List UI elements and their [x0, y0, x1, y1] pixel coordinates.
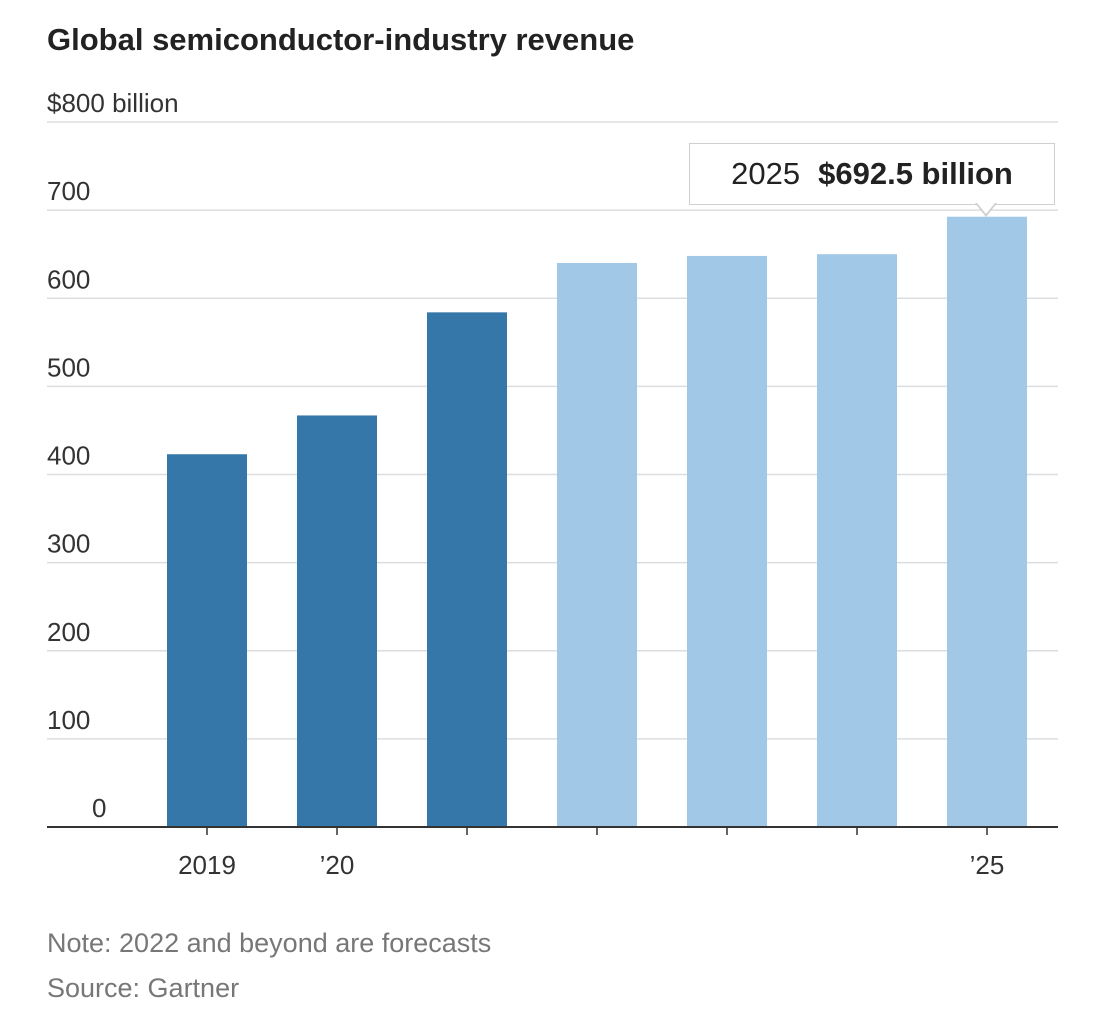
callout-year: 2025	[731, 156, 801, 191]
bar-2020	[297, 415, 377, 827]
y-tick-label: 600	[47, 264, 90, 294]
y-tick-label: 300	[47, 529, 90, 559]
bar-2024	[817, 254, 897, 827]
callout-pointer-fill	[977, 203, 995, 214]
bar-chart: 0 100 200 300 400 500 600 700 $800 billion 2019 ’…	[47, 88, 1058, 880]
y-axis-labels: 0 100 200 300 400 500 600 700 $800 billion	[47, 88, 179, 823]
chart-source: Source: Gartner	[47, 973, 240, 1003]
bar-2019	[167, 454, 247, 827]
x-tick-label: ’20	[320, 850, 355, 880]
x-axis: 2019 ’20 ’25	[47, 826, 1058, 880]
y-tick-label: 100	[47, 705, 90, 735]
callout-value: $692.5 billion	[818, 156, 1013, 191]
chart-note: Note: 2022 and beyond are forecasts	[47, 928, 492, 958]
x-tick-label: 2019	[178, 850, 236, 880]
y-tick-label: 200	[47, 617, 90, 647]
chart-title: Global semiconductor-industry revenue	[47, 22, 635, 57]
y-tick-label: $800 billion	[47, 88, 179, 118]
value-callout: 2025 $692.5 billion	[689, 143, 1055, 205]
bar-2022	[557, 263, 637, 827]
y-tick-label: 0	[92, 793, 106, 823]
x-tick-label: ’25	[970, 850, 1005, 880]
y-tick-label: 700	[47, 176, 90, 206]
bar-2023	[687, 255, 767, 827]
y-tick-label: 500	[47, 352, 90, 382]
y-tick-label: 400	[47, 441, 90, 471]
bar-2021	[427, 312, 507, 828]
bar-2025	[947, 216, 1027, 827]
bars	[167, 216, 1027, 828]
